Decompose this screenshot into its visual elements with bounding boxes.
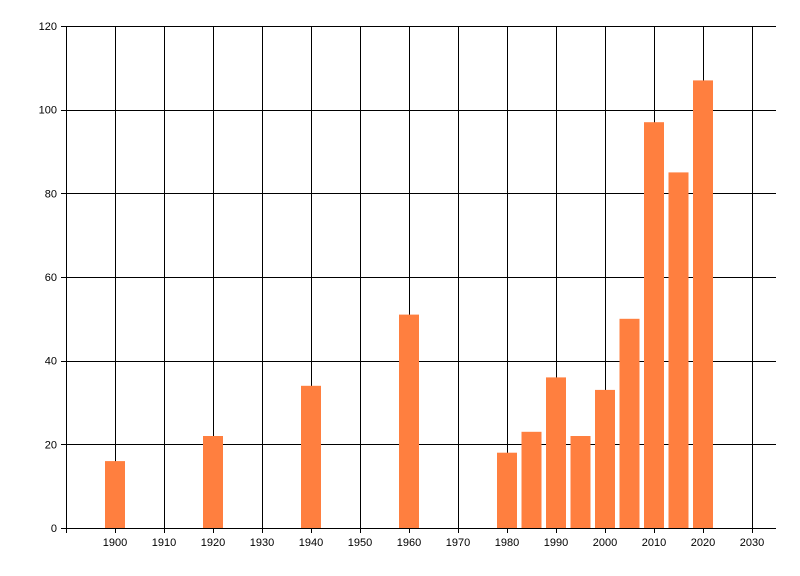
bar [644,122,664,528]
bars [105,80,713,529]
bar [693,80,713,529]
bar [668,172,689,528]
y-tick-label: 60 [45,272,57,284]
bar [619,318,640,528]
y-tick-label: 0 [51,523,57,535]
x-tick-label: 1980 [495,537,519,549]
x-tick-label: 1970 [446,537,470,549]
bar [301,385,321,528]
x-tick-label: 1990 [544,537,568,549]
x-tick-label: 1910 [152,537,176,549]
x-tick-label: 2010 [642,537,666,549]
x-tick-label: 1940 [299,537,323,549]
tick-labels: 0 20 40 60 80 100 120 1900 1910 1920 1930 1940 1950 1… [39,21,765,549]
x-tick-label: 2020 [691,537,715,549]
x-tick-label: 1930 [250,537,274,549]
y-tick-label: 40 [45,356,57,368]
y-tick-label: 20 [45,439,57,451]
bar [570,436,591,528]
bar [546,377,566,528]
bar [521,431,542,528]
bar [399,314,419,528]
bar [497,452,517,528]
x-tick-label: 2030 [740,537,764,549]
x-tick-label: 2000 [593,537,617,549]
bar [595,389,615,528]
x-tick-label: 1920 [201,537,225,549]
x-tick-label: 1900 [103,537,127,549]
bar [105,461,125,528]
y-tick-label: 80 [45,188,57,200]
x-tick-label: 1950 [348,537,372,549]
bar [203,436,223,528]
y-tick-label: 120 [39,21,57,33]
y-tick-label: 100 [39,105,57,117]
axes [61,26,776,533]
x-tick-label: 1960 [397,537,421,549]
